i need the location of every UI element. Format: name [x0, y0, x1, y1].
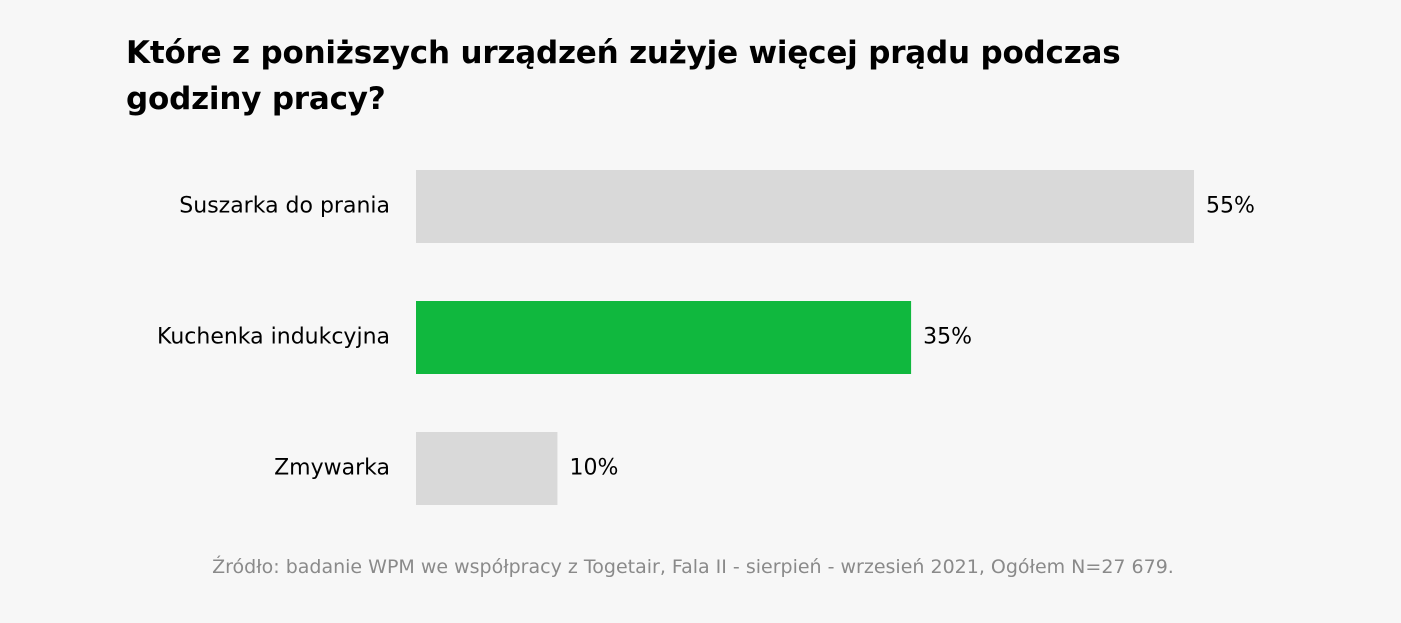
- category-label: Suszarka do prania: [179, 194, 390, 219]
- bar: [416, 301, 912, 374]
- bar: [416, 432, 558, 505]
- value-label: 10%: [569, 456, 618, 481]
- category-label: Zmywarka: [274, 456, 390, 481]
- category-label: Kuchenka indukcyjna: [157, 325, 390, 350]
- bar-chart: Suszarka do prania 55% Kuchenka indukcyjna…: [157, 170, 1255, 505]
- chart-title: Które z poniższych urządzeń zużyje więce…: [126, 35, 1121, 117]
- source-note: Źródło: badanie WPM we współpracy z Toge…: [212, 556, 1174, 578]
- value-label: 35%: [923, 325, 972, 350]
- bar: [416, 170, 1194, 243]
- value-label: 55%: [1206, 194, 1255, 219]
